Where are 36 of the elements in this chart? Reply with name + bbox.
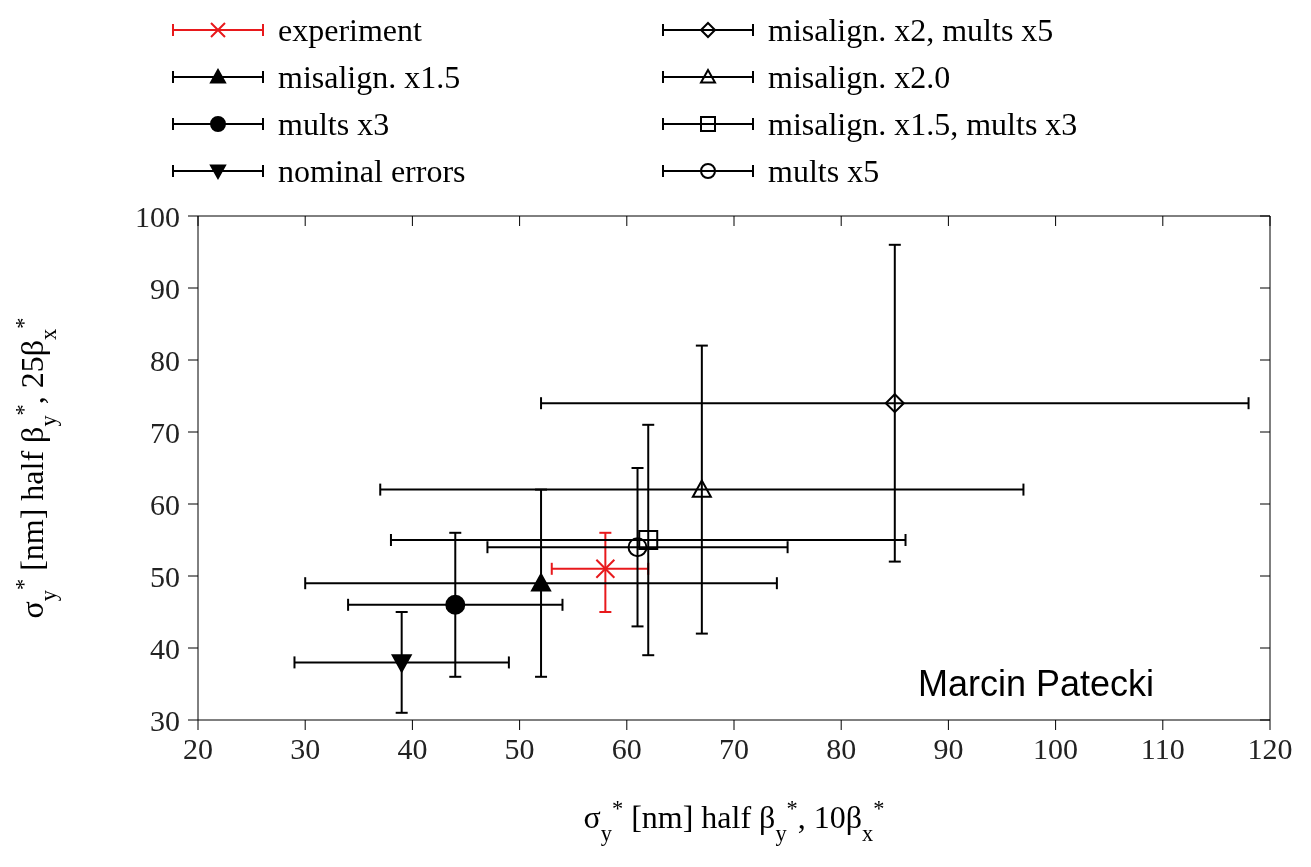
- x-tick-label: 100: [1033, 732, 1079, 766]
- point: [884, 393, 905, 414]
- y-tick-label: 30: [150, 703, 180, 737]
- point: [445, 594, 466, 615]
- legend-label: misalign. x1.5: [278, 58, 461, 96]
- legend-label: mults x5: [768, 152, 880, 190]
- legend-label: misalign. x2.0: [768, 58, 951, 96]
- legend-label: nominal errors: [278, 152, 466, 190]
- x-tick-label: 110: [1140, 732, 1185, 766]
- x-tick-label: 70: [719, 732, 749, 766]
- y-tick-label: 60: [150, 487, 180, 521]
- point: [638, 530, 659, 550]
- legend-label: experiment: [278, 11, 422, 49]
- x-tick-label: 50: [504, 732, 535, 766]
- legend-label: mults x3: [278, 105, 390, 143]
- x-tick-label: 40: [397, 732, 428, 766]
- point: [595, 558, 616, 579]
- x-tick-label: 80: [826, 732, 857, 766]
- x-tick-label: 60: [611, 732, 642, 766]
- x-tick-label: 120: [1247, 732, 1293, 766]
- legend-label: misalign. x1.5, mults x3: [768, 105, 1078, 143]
- legend-label: misalign. x2, mults x5: [768, 11, 1054, 49]
- point: [691, 479, 712, 498]
- y-tick-label: 80: [150, 343, 180, 377]
- annotation: Marcin Patecki: [918, 663, 1155, 705]
- x-tick-label: 90: [933, 732, 964, 766]
- x-tick-label: 30: [290, 732, 321, 766]
- y-tick-label: 50: [150, 559, 180, 593]
- y-tick-label: 90: [150, 271, 180, 305]
- point: [391, 654, 412, 673]
- point: [627, 537, 648, 558]
- point: [531, 573, 552, 592]
- x-tick-label: 20: [183, 732, 213, 766]
- y-tick-label: 40: [150, 631, 180, 665]
- y-tick-label: 100: [135, 199, 180, 233]
- y-tick-label: 70: [150, 415, 180, 449]
